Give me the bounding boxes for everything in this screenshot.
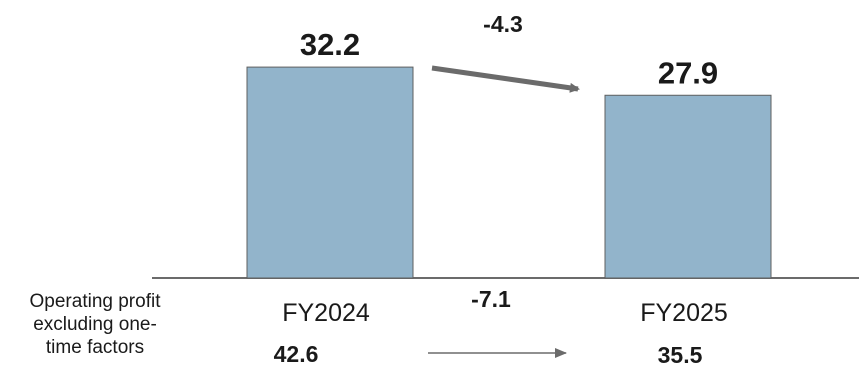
secondary-label-line: Operating profit xyxy=(29,291,161,312)
secondary-value-fy2024: 42.6 xyxy=(274,341,319,367)
data-label-fy2024: 32.2 xyxy=(300,27,360,62)
secondary-change-label: -7.1 xyxy=(471,286,511,312)
change-arrow xyxy=(431,65,580,93)
secondary-value-fy2025: 35.5 xyxy=(658,342,703,368)
tick-label-fy2024: FY2024 xyxy=(282,299,370,327)
bar-fy2025 xyxy=(604,94,772,279)
secondary-label-line: time factors xyxy=(45,337,145,358)
bar-fy2024 xyxy=(246,66,414,279)
data-label-fy2025: 27.9 xyxy=(658,55,718,90)
change-label: -4.3 xyxy=(483,11,523,37)
tick-label-fy2025: FY2025 xyxy=(640,299,728,327)
secondary-label-line: excluding one- xyxy=(33,314,157,335)
secondary-metric-label: Operating profit excluding one- time fac… xyxy=(0,290,190,359)
